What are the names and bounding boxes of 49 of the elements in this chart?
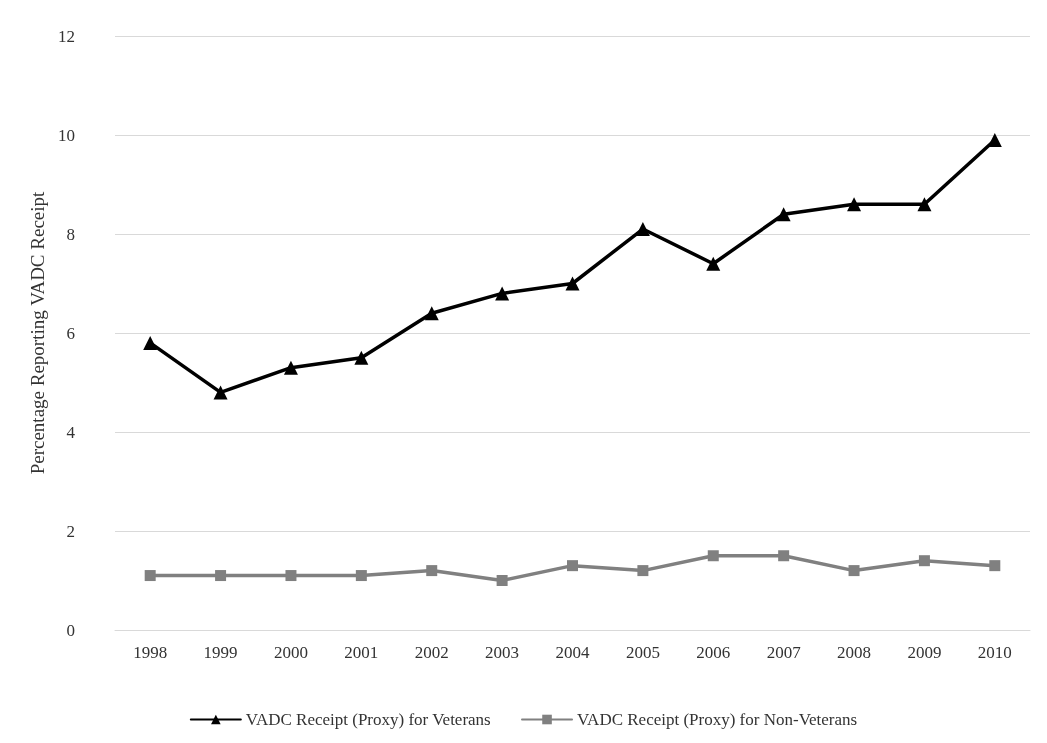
y-tick-label: 8 bbox=[66, 224, 75, 244]
point bbox=[635, 222, 650, 237]
x-tick-label: 2000 bbox=[273, 643, 308, 662]
point bbox=[144, 570, 156, 582]
point bbox=[917, 197, 932, 212]
legend-label: VADC Receipt (Proxy) for Veterans bbox=[245, 710, 491, 729]
point bbox=[989, 560, 1001, 572]
point bbox=[495, 286, 510, 301]
point bbox=[354, 350, 369, 365]
y-tick-label: 4 bbox=[66, 422, 76, 442]
point bbox=[496, 575, 508, 586]
y-axis-title: Percentage Reporting VADC Receipt bbox=[27, 190, 49, 475]
x-tick-label: 2001 bbox=[344, 643, 379, 662]
y-tick-label: 10 bbox=[58, 125, 75, 145]
point bbox=[847, 197, 862, 212]
point bbox=[637, 565, 649, 577]
y-tick-label: 6 bbox=[66, 323, 75, 343]
x-tick-label: 1998 bbox=[133, 643, 168, 662]
point bbox=[918, 555, 930, 567]
point bbox=[213, 385, 228, 400]
point bbox=[283, 360, 298, 375]
point bbox=[776, 207, 791, 222]
point bbox=[285, 570, 297, 582]
point bbox=[706, 256, 721, 271]
point bbox=[567, 560, 578, 572]
y-tick-label: 12 bbox=[58, 26, 75, 46]
point bbox=[707, 550, 719, 562]
x-tick-label: 2003 bbox=[485, 643, 520, 662]
point bbox=[426, 565, 438, 577]
point bbox=[215, 570, 227, 582]
x-tick-label: 2006 bbox=[696, 643, 731, 662]
x-tick-label: 2008 bbox=[837, 643, 872, 662]
point bbox=[355, 570, 367, 582]
point bbox=[987, 132, 1002, 147]
x-tick-label: 2007 bbox=[766, 643, 802, 662]
x-tick-label: 2005 bbox=[625, 643, 660, 662]
y-tick-label: 2 bbox=[66, 521, 75, 541]
x-tick-label: 2009 bbox=[907, 643, 942, 662]
point bbox=[565, 276, 580, 291]
x-tick-label: 1999 bbox=[203, 643, 238, 662]
x-tick-label: 2004 bbox=[555, 643, 590, 662]
x-tick-label: 2010 bbox=[977, 643, 1012, 662]
point bbox=[848, 565, 860, 577]
legend-label: VADC Receipt (Proxy) for Non-Veterans bbox=[577, 710, 858, 729]
x-tick-label: 2002 bbox=[414, 643, 449, 662]
point bbox=[143, 335, 158, 350]
point bbox=[778, 550, 790, 562]
y-tick-label: 0 bbox=[66, 620, 75, 640]
point bbox=[424, 306, 439, 321]
